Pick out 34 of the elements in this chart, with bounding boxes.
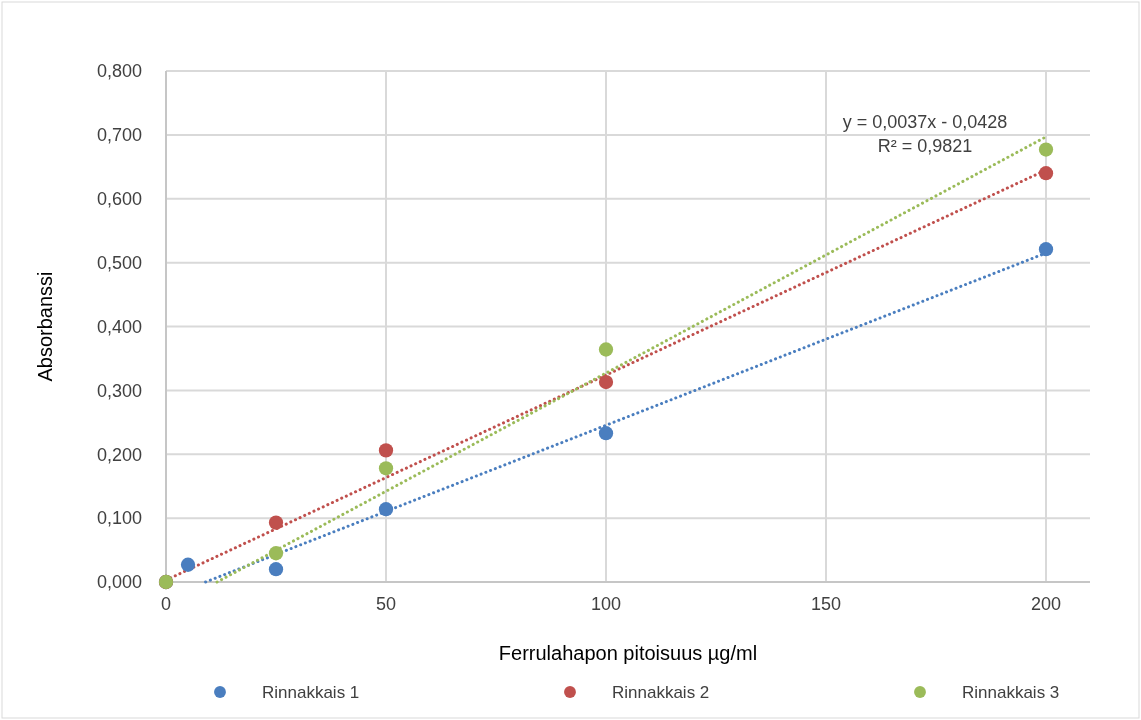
y-tick-label: 0,800	[96, 61, 142, 82]
legend-label: Rinnakkais 1	[262, 682, 360, 702]
x-tick-label: 200	[1030, 594, 1062, 614]
annotation: R² = 0,9821	[877, 136, 973, 156]
point	[268, 515, 284, 530]
x-axis-title: Ferrulahapon pitoisuus µg/ml	[498, 642, 758, 664]
point	[598, 374, 614, 390]
y-axis-title: Absorbanssi	[34, 271, 56, 382]
legend-label: Rinnakkais 3	[962, 682, 1060, 702]
point	[378, 443, 394, 458]
annotation: y = 0,0037x - 0,0428	[842, 112, 1008, 132]
y-tick-label: 0,300	[96, 380, 142, 401]
point	[378, 461, 394, 476]
point	[598, 342, 614, 357]
point	[378, 502, 394, 517]
y-tick-label: 0,200	[96, 444, 142, 465]
y-tick-label: 0,600	[96, 189, 142, 210]
point	[268, 562, 284, 577]
y-tick-label: 0,400	[96, 316, 142, 337]
point	[268, 546, 284, 561]
y-tick-label: 0,700	[96, 125, 142, 146]
point	[1038, 142, 1054, 157]
y-tick-label: 0,500	[96, 252, 142, 273]
point	[1038, 242, 1054, 257]
x-tick-label: 0	[160, 594, 172, 614]
legend-label: Rinnakkais 2	[612, 682, 710, 702]
point	[1038, 166, 1054, 181]
x-tick-label: 150	[810, 594, 842, 614]
x-tick-label: 50	[375, 594, 397, 614]
x-tick-label: 100	[590, 594, 622, 614]
y-tick-label: 0,100	[96, 508, 142, 529]
point	[598, 426, 614, 441]
point	[180, 557, 196, 572]
y-tick-label: 0,000	[96, 572, 142, 593]
